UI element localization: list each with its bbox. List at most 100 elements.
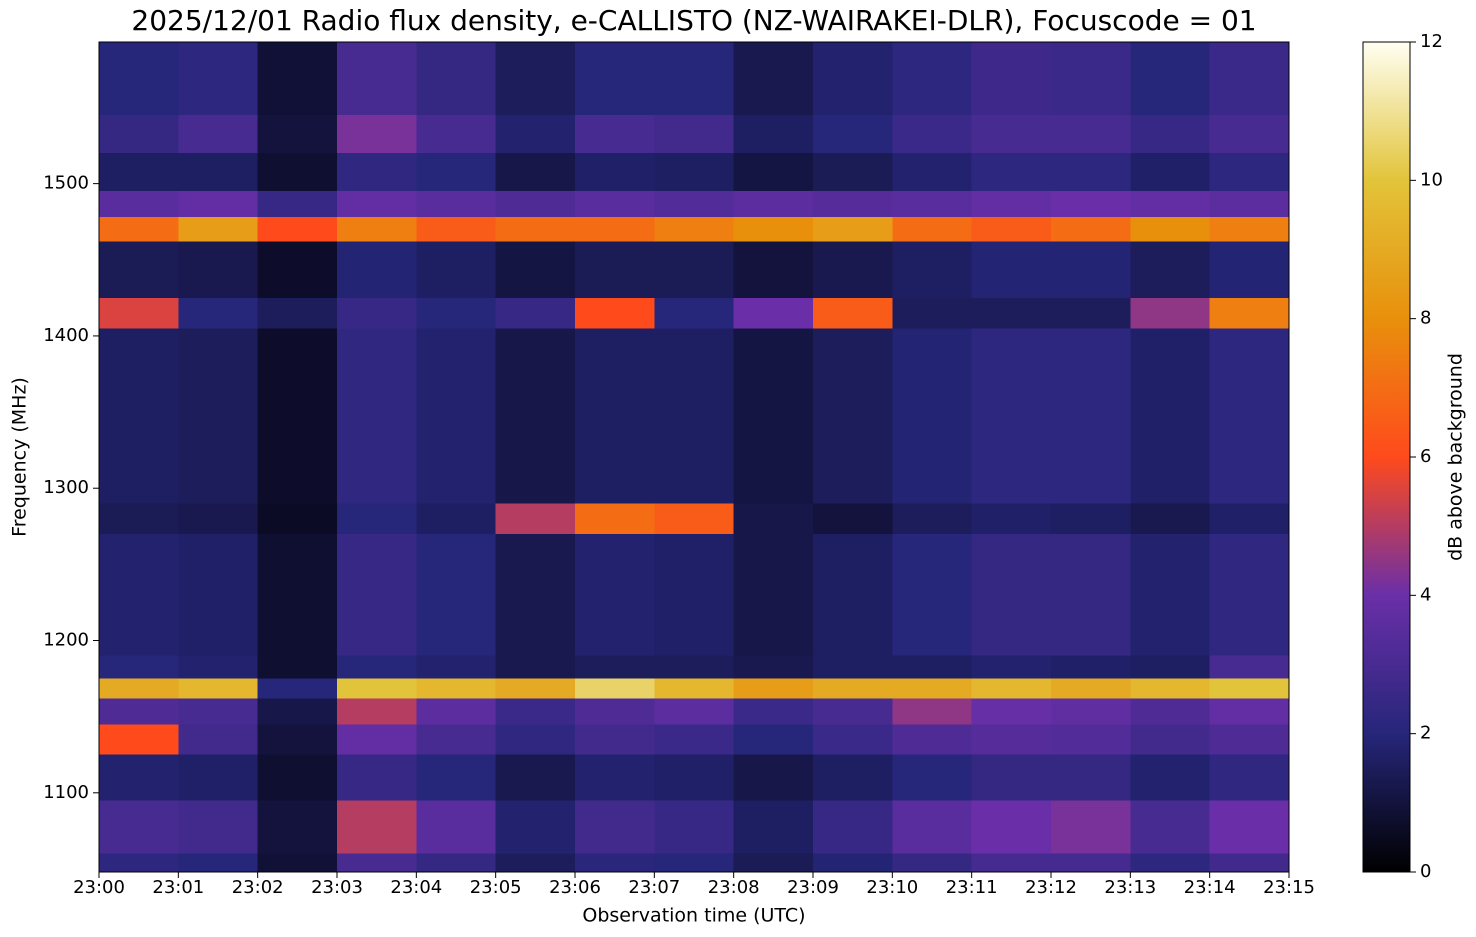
cell (813, 698, 893, 725)
cell (178, 853, 258, 872)
cell (971, 328, 1051, 504)
cell (416, 503, 496, 534)
cell (178, 241, 258, 298)
cell (495, 655, 575, 679)
cell (971, 800, 1051, 854)
cell (1051, 754, 1131, 801)
cell (971, 853, 1051, 872)
cell (178, 724, 258, 755)
cell (1130, 655, 1210, 679)
cell (1130, 503, 1210, 534)
cell (654, 503, 734, 534)
cell (813, 678, 893, 699)
cell (178, 503, 258, 534)
cell (337, 724, 417, 755)
cell (1209, 533, 1289, 656)
cell (1209, 153, 1289, 192)
cell (733, 217, 813, 242)
cell (1051, 42, 1131, 116)
cell (99, 153, 179, 192)
cell (733, 800, 813, 854)
cell (495, 153, 575, 192)
cell (1051, 698, 1131, 725)
cell (1209, 328, 1289, 504)
cell (178, 217, 258, 242)
cell (892, 217, 972, 242)
cell (416, 297, 496, 329)
cell (1130, 328, 1210, 504)
cell (575, 533, 655, 656)
cell (99, 800, 179, 854)
cell (575, 678, 655, 699)
cell (257, 754, 337, 801)
cell (99, 191, 179, 218)
cell (178, 115, 258, 154)
cell (654, 655, 734, 679)
cell (99, 853, 179, 872)
cell (1209, 241, 1289, 298)
cell (733, 191, 813, 218)
cell (733, 328, 813, 504)
cell (257, 217, 337, 242)
cell (733, 724, 813, 755)
cell (178, 800, 258, 854)
cell (257, 698, 337, 725)
cell (733, 297, 813, 329)
cell (1130, 153, 1210, 192)
cell (1130, 533, 1210, 656)
cell (495, 503, 575, 534)
cell (654, 724, 734, 755)
cell (654, 328, 734, 504)
cell (99, 115, 179, 154)
cell (813, 153, 893, 192)
cell (337, 297, 417, 329)
cell (654, 217, 734, 242)
y-tick-label: 1400 (43, 325, 89, 346)
x-tick-label: 23:02 (232, 877, 284, 898)
cell (813, 533, 893, 656)
cell (575, 724, 655, 755)
cell (495, 115, 575, 154)
cell (654, 678, 734, 699)
x-tick-label: 23:03 (311, 877, 363, 898)
cell (416, 217, 496, 242)
cell (1209, 42, 1289, 116)
x-tick-label: 23:07 (628, 877, 680, 898)
cell (257, 678, 337, 699)
cell (99, 241, 179, 298)
cell (495, 42, 575, 116)
cell (416, 533, 496, 656)
cell (892, 800, 972, 854)
colorbar-label: dB above background (1445, 353, 1467, 561)
cell (416, 655, 496, 679)
cell (337, 115, 417, 154)
cell (416, 42, 496, 116)
cell (733, 698, 813, 725)
cell (892, 328, 972, 504)
cell (257, 42, 337, 116)
cell (416, 191, 496, 218)
cell (1130, 853, 1210, 872)
cell (337, 328, 417, 504)
cell (813, 655, 893, 679)
cell (892, 678, 972, 699)
cell (99, 533, 179, 656)
cell (813, 800, 893, 854)
cell (1209, 754, 1289, 801)
cell (495, 754, 575, 801)
cell (178, 153, 258, 192)
cell (575, 115, 655, 154)
cell (1209, 655, 1289, 679)
cell (654, 191, 734, 218)
cell (1209, 800, 1289, 854)
colorbar (1362, 41, 1411, 873)
cell (654, 800, 734, 854)
cell (971, 655, 1051, 679)
cell (1051, 115, 1131, 154)
cell (1051, 191, 1131, 218)
cell (1051, 853, 1131, 872)
cell (892, 191, 972, 218)
cell (337, 533, 417, 656)
x-tick-label: 23:05 (470, 877, 522, 898)
